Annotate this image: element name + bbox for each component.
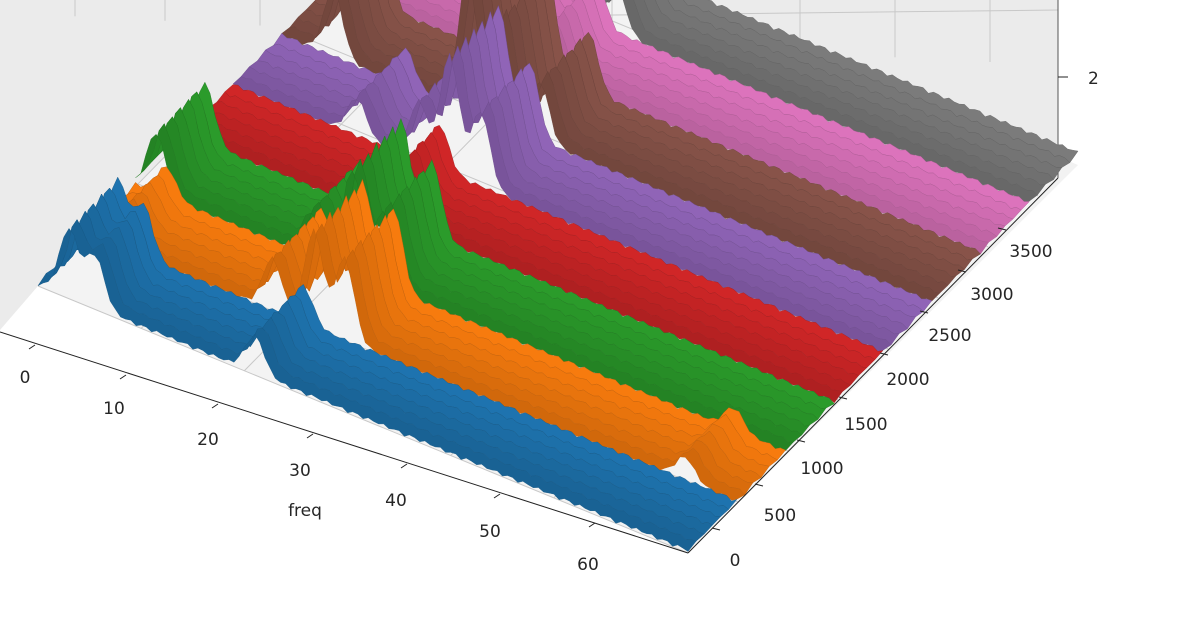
x-axis-label: freq (288, 501, 322, 521)
x-tick (400, 463, 408, 469)
surface-strip (543, 0, 1038, 203)
y-tick (838, 396, 848, 400)
surface-series-5 (232, 5, 933, 352)
y-tick-label: 2500 (928, 326, 971, 346)
y-tick (997, 227, 1007, 231)
y-tick (919, 310, 929, 314)
y-tick-label: 1500 (844, 415, 887, 435)
y-tick (796, 439, 806, 443)
x-tick (211, 403, 219, 409)
y-tick (879, 352, 889, 356)
surface-series-1 (37, 176, 738, 552)
y-tick-label: 2000 (886, 370, 929, 390)
x-tick-label: 20 (197, 430, 219, 450)
x-tick (493, 493, 501, 499)
y-axis-line (687, 177, 1059, 554)
y-tick-label: 500 (764, 506, 796, 526)
surface-series-6 (281, 0, 981, 302)
z-tick-label: 2 (1088, 69, 1099, 89)
x-tick-label: 40 (385, 491, 407, 511)
surface-strip (37, 219, 697, 552)
surface-series (37, 0, 1079, 552)
y-tick-label: 3500 (1009, 242, 1052, 262)
x-tick-label: 0 (20, 368, 31, 388)
x-tick (306, 433, 314, 439)
x-tick-label: 10 (103, 399, 125, 419)
x-tick-label: 50 (479, 522, 501, 542)
axes: 0 10 20 30 40 50 60 0 500 1000 1500 2000 2500 3000 350… (0, 69, 1099, 575)
x-tick (119, 374, 127, 380)
surface-strip (232, 45, 892, 352)
left-wall-pane (0, 0, 319, 330)
x-tick-label: 30 (289, 461, 311, 481)
y-tick (711, 527, 721, 531)
x-tick (28, 344, 36, 350)
y-tick-label: 0 (730, 551, 741, 571)
surface-series-8 (543, 0, 1079, 203)
y-tick (754, 483, 764, 487)
y-tick (957, 269, 967, 273)
surface-series-7 (372, 0, 1030, 255)
x-tick (588, 522, 596, 528)
x-axis-line (0, 331, 689, 554)
x-tick-label: 60 (577, 555, 599, 575)
surface-series-2 (86, 166, 786, 501)
y-tick-label: 3000 (970, 285, 1013, 305)
grid-line-y (37, 285, 689, 554)
y-tick-label: 1000 (800, 459, 843, 479)
